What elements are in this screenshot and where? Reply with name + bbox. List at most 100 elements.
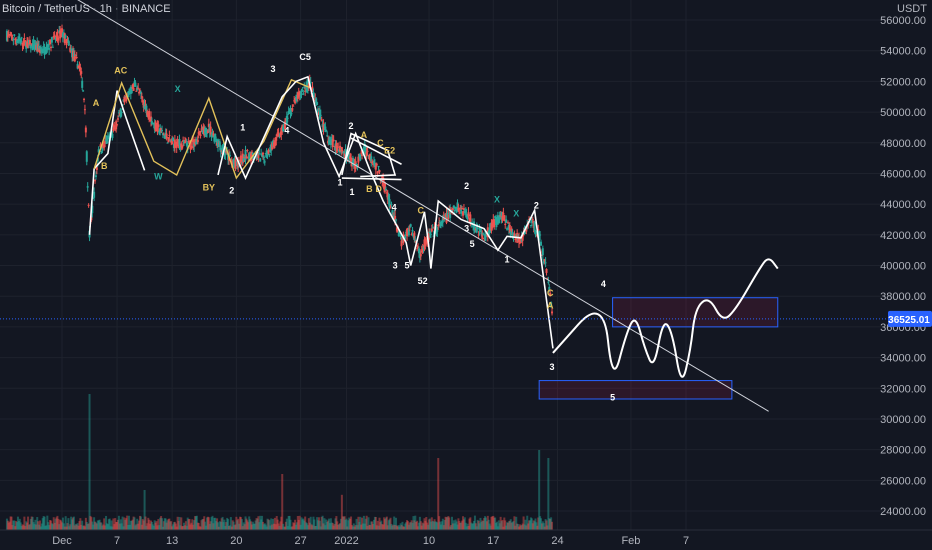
volume-bar [530,518,533,530]
volume-bar [548,518,551,530]
volume-bar [44,525,47,530]
volume-bar [398,526,401,530]
candle-body [318,109,321,119]
target-zone [612,297,779,328]
candle-body [467,212,470,217]
volume-bar [386,525,389,530]
candle-body [441,217,444,223]
candle-body [445,212,448,223]
volume-bar [305,522,308,530]
volume-bar [79,518,82,530]
volume-bar [239,517,242,530]
volume-bar [313,519,316,530]
volume-bar [448,517,451,530]
volume-bar [319,526,322,530]
volume-bar [288,515,291,530]
volume-bar [55,517,58,530]
volume-bar [138,520,141,530]
candle-body [54,38,57,40]
volume-bar [299,524,302,530]
volume-bar [96,520,99,530]
symbol-name: Bitcoin / TetherUS [2,3,90,15]
volume-bar [181,526,184,530]
volume-bar [404,523,407,530]
volume-bar [314,526,317,530]
volume-bar [373,519,375,530]
volume-bar [424,520,427,530]
volume-bar [489,525,492,530]
candle-body [512,235,515,238]
candle-body [453,210,456,212]
candle-body [229,158,232,160]
candle-body [171,140,174,145]
candle-body [79,66,82,71]
volume-bar [130,520,133,530]
volume-bar [515,516,518,530]
candle-body [187,141,190,143]
volume-bar [129,520,132,530]
volume-bar [189,524,192,530]
volume-bar [69,524,72,530]
volume-bar [498,523,501,530]
candle-body [146,111,149,115]
volume-bar [183,525,186,530]
candle-body [373,163,376,168]
volume-bar [417,522,420,530]
volume-bar [272,518,275,530]
candle-body [484,236,487,238]
candle-body [47,44,50,47]
volume-bar [329,518,332,530]
volume-bar [19,522,22,530]
volume-bar [542,523,545,530]
price-tick-label: 54000.00 [880,46,926,58]
wave-label: X [175,84,181,94]
volume-bar [78,521,81,530]
volume-bar [15,521,18,530]
price-tick-label: 56000.00 [880,15,926,27]
candle-body [439,221,442,223]
candle-body [551,311,554,314]
candle-body [439,222,442,226]
volume-bar [356,525,359,530]
candle-body [258,153,261,155]
volume-bar [126,515,129,530]
volume-bar [150,521,153,530]
volume-bar [168,518,171,530]
volume-bar [361,517,364,530]
volume-bar [393,516,396,530]
volume-bar [516,523,519,530]
volume-bar [292,522,295,530]
candle-body [500,212,503,220]
candle-body [190,146,193,149]
candle-body [78,65,81,68]
volume-bar [104,525,107,530]
volume-bar [417,526,420,530]
candle-body [550,302,553,308]
volume-bar [451,523,454,530]
candle-body [52,36,55,38]
volume-bar [279,521,282,530]
volume-bar [373,516,376,530]
candle-body [120,111,123,113]
volume-bar [47,522,50,530]
candle-body [371,161,374,164]
volume-bar [276,519,279,530]
candle-body [300,93,303,95]
volume-bar [118,523,121,530]
candle-body [16,40,19,44]
volume-bar [445,517,448,530]
volume-bars [5,394,554,530]
volume-bar [133,517,136,530]
volume-bar [283,526,286,530]
volume-bar [109,526,112,530]
candle-body [475,225,478,233]
volume-bar [384,519,387,530]
volume-bar [295,522,298,530]
candle-body [546,277,549,280]
volume-bar [256,518,259,530]
volume-bar [86,524,89,530]
volume-bar [336,521,339,530]
volume-bar [164,518,167,530]
